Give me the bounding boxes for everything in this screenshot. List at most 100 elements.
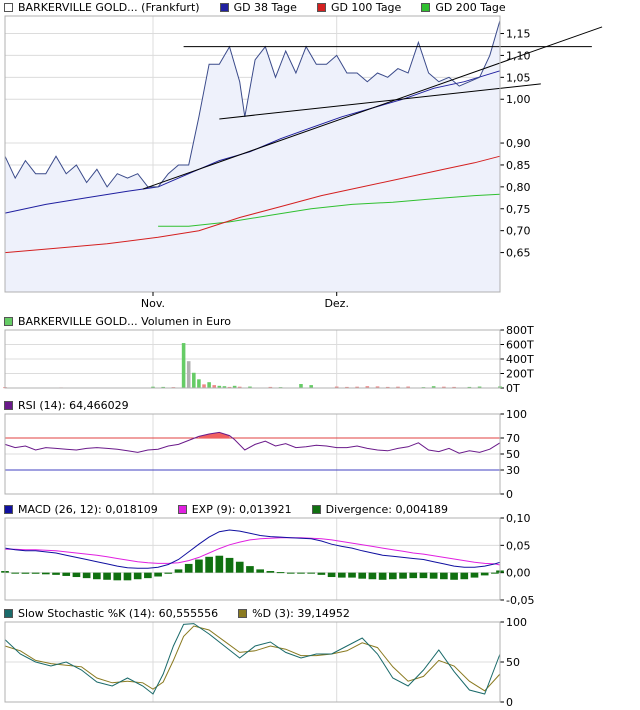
divergence-bar xyxy=(440,572,448,580)
rsi-frame xyxy=(4,413,501,495)
divergence-bar xyxy=(195,559,203,573)
divergence-bar xyxy=(21,572,30,574)
main-legend: BARKERVILLE GOLD... (Frankfurt) GD 38 Ta… xyxy=(4,0,526,14)
legend-swatch-divergence xyxy=(311,504,321,514)
volume-bar xyxy=(365,386,370,388)
divergence-bar xyxy=(235,561,244,573)
divergence-bar xyxy=(154,572,162,577)
volume-bar xyxy=(467,386,472,388)
volume-bar xyxy=(406,386,410,388)
legend-swatch-exp xyxy=(177,504,187,514)
price-ytick-label: 1,00 xyxy=(506,93,531,106)
volume-bar xyxy=(334,386,339,388)
stoch-frame xyxy=(4,621,501,703)
legend-label-price: BARKERVILLE GOLD... (Frankfurt) xyxy=(18,0,200,14)
divergence-bar xyxy=(11,572,20,574)
divergence-bar xyxy=(103,572,111,580)
x-tick-label: Dez. xyxy=(324,297,349,310)
volume-bar xyxy=(375,386,380,388)
volume-bar xyxy=(151,386,155,388)
volume-legend: BARKERVILLE GOLD... Volumen in Euro xyxy=(4,314,251,328)
legend-label-volume: BARKERVILLE GOLD... Volumen in Euro xyxy=(18,314,231,328)
volume-bar xyxy=(268,386,273,388)
legend-label-gd100: GD 100 Tage xyxy=(330,0,402,14)
stoch-ytick-label: 50 xyxy=(506,656,520,669)
volume-ytick-label: 200T xyxy=(506,368,534,381)
gd38-line xyxy=(4,70,501,214)
divergence-bar xyxy=(389,572,397,580)
legend-swatch-rsi xyxy=(4,400,13,410)
rsi-overbought-fill xyxy=(198,432,230,438)
price-ytick-label: 0,75 xyxy=(506,203,531,216)
stochastic-chart: 100 50 0 xyxy=(4,616,527,709)
divergence-bar xyxy=(419,572,428,579)
price-ytick-label: 1,05 xyxy=(506,71,531,84)
divergence-bar xyxy=(337,572,346,578)
divergence-bar xyxy=(31,572,40,574)
rsi-legend: RSI (14): 64,466029 xyxy=(4,398,149,412)
divergence-bar xyxy=(72,572,81,578)
rsi-ytick-label: 70 xyxy=(506,432,520,445)
volume-bar xyxy=(442,386,446,388)
legend-label-rsi: RSI (14): 64,466029 xyxy=(18,398,129,412)
legend-swatch-gd38 xyxy=(219,2,229,12)
stoch-ytick-label: 100 xyxy=(506,616,527,629)
divergence-bar xyxy=(205,556,213,573)
legend-label-stoch-k: Slow Stochastic %K (14): 60,555556 xyxy=(18,606,219,620)
exp-line xyxy=(5,537,501,566)
legend-label-stoch-d: %D (3): 39,14952 xyxy=(252,606,350,620)
volume-bar xyxy=(396,386,400,388)
divergence-bar xyxy=(276,572,285,574)
volume-ytick-label: 600T xyxy=(506,339,534,352)
macd-ytick-label: 0,00 xyxy=(506,567,531,580)
legend-label-gd200: GD 200 Tage xyxy=(435,0,506,14)
volume-bar xyxy=(212,385,217,388)
divergence-bar xyxy=(41,572,50,575)
price-frame xyxy=(4,15,501,293)
legend-item-stoch-k: Slow Stochastic %K (14): 60,555556 xyxy=(4,607,218,620)
rsi-chart: 100 70 50 30 0 xyxy=(4,408,527,501)
divergence-bar xyxy=(266,571,275,573)
volume-bar xyxy=(217,385,222,388)
legend-swatch-stoch-k xyxy=(4,608,13,618)
divergence-bar xyxy=(256,569,264,573)
divergence-bar xyxy=(491,572,499,574)
divergence-bar xyxy=(399,572,407,579)
price-ytick-label: 0,65 xyxy=(506,247,531,260)
divergence-bar xyxy=(93,572,101,580)
volume-bar xyxy=(299,384,303,388)
divergence-bar xyxy=(348,572,356,578)
volume-bar xyxy=(232,385,237,388)
legend-label-gd38: GD 38 Tage xyxy=(233,0,297,14)
legend-item-gd200: GD 200 Tage xyxy=(421,0,506,14)
stoch-legend: Slow Stochastic %K (14): 60,555556 %D (3… xyxy=(4,606,370,620)
legend-item-stoch-d: %D (3): 39,14952 xyxy=(238,607,350,620)
price-line xyxy=(4,20,501,188)
legend-label-exp: EXP (9): 0,013921 xyxy=(191,502,292,516)
divergence-bar xyxy=(225,557,234,573)
divergence-bar xyxy=(480,572,489,576)
volume-bar xyxy=(227,386,232,388)
divergence-bar xyxy=(246,566,254,573)
divergence-bar xyxy=(52,572,60,575)
gd100-line xyxy=(4,155,501,254)
divergence-bar xyxy=(286,572,295,574)
price-ytick-label: 0,70 xyxy=(506,225,531,238)
price-ytick-label: 0,85 xyxy=(506,159,531,172)
rsi-ytick-label: 50 xyxy=(506,448,520,461)
divergence-bar xyxy=(368,572,377,580)
legend-swatch-stoch-d xyxy=(238,608,248,618)
volume-bar xyxy=(222,386,227,388)
stoch-d-line xyxy=(4,625,501,692)
volume-bar xyxy=(452,386,456,388)
rsi-line xyxy=(4,431,501,454)
macd-frame xyxy=(4,517,501,601)
divergence-bar xyxy=(429,572,438,579)
rsi-ytick-label: 100 xyxy=(506,408,527,421)
volume-ytick-label: 0T xyxy=(506,382,520,395)
divergence-bar xyxy=(317,572,326,575)
legend-swatch-gd100 xyxy=(316,2,326,12)
legend-item-macd: MACD (26, 12): 0,018109 xyxy=(4,503,158,516)
legend-item-gd38: GD 38 Tage xyxy=(219,0,297,14)
volume-bar xyxy=(202,384,206,388)
